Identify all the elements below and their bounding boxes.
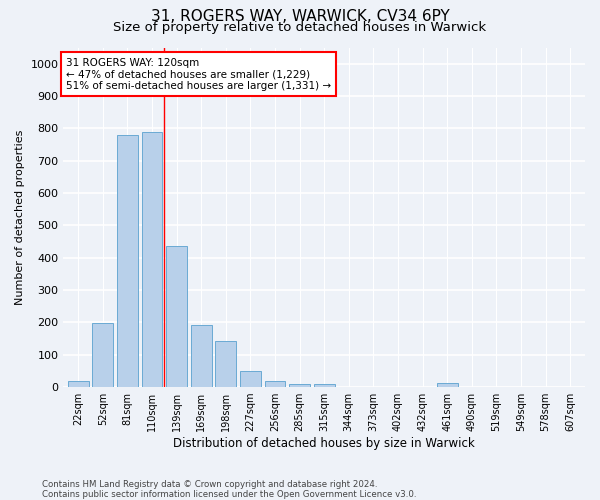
Bar xyxy=(314,384,335,387)
Text: 31, ROGERS WAY, WARWICK, CV34 6PY: 31, ROGERS WAY, WARWICK, CV34 6PY xyxy=(151,9,449,24)
Bar xyxy=(142,132,163,387)
Text: Contains HM Land Registry data © Crown copyright and database right 2024.
Contai: Contains HM Land Registry data © Crown c… xyxy=(42,480,416,499)
Bar xyxy=(191,325,212,387)
Bar xyxy=(240,371,261,387)
Text: 31 ROGERS WAY: 120sqm
← 47% of detached houses are smaller (1,229)
51% of semi-d: 31 ROGERS WAY: 120sqm ← 47% of detached … xyxy=(66,58,331,91)
Bar xyxy=(265,382,286,387)
Bar xyxy=(92,323,113,387)
Bar xyxy=(437,383,458,387)
Bar xyxy=(68,382,89,387)
Bar xyxy=(117,135,138,387)
X-axis label: Distribution of detached houses by size in Warwick: Distribution of detached houses by size … xyxy=(173,437,475,450)
Bar xyxy=(215,341,236,387)
Y-axis label: Number of detached properties: Number of detached properties xyxy=(15,130,25,305)
Bar xyxy=(289,384,310,387)
Text: Size of property relative to detached houses in Warwick: Size of property relative to detached ho… xyxy=(113,21,487,34)
Bar xyxy=(166,246,187,387)
